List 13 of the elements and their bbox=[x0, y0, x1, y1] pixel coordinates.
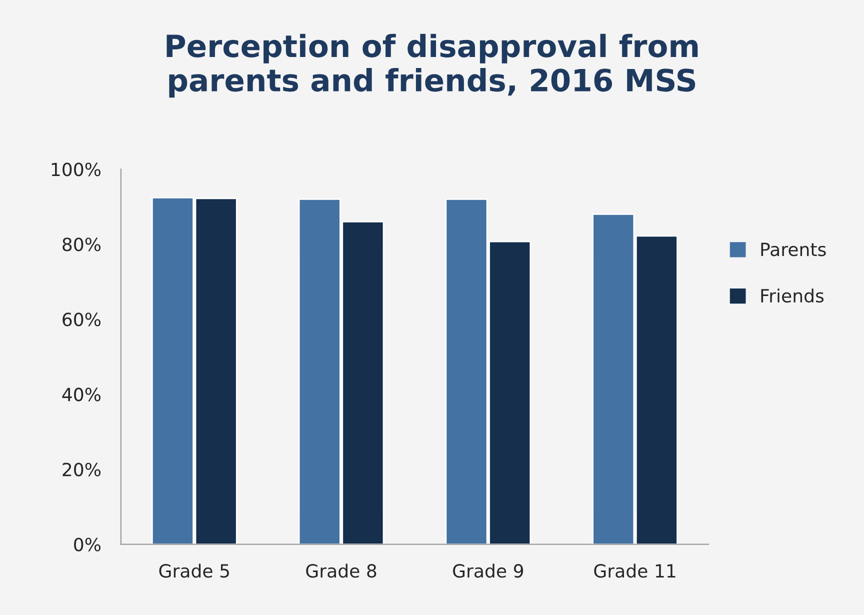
y-tick-label: 100% bbox=[52, 162, 101, 176]
y-tick-label: 0% bbox=[74, 538, 101, 552]
x-tick-label: Grade 8 bbox=[306, 564, 376, 578]
x-tick-label: Grade 5 bbox=[159, 564, 229, 578]
x-tick-label: Grade 9 bbox=[453, 564, 524, 578]
y-tick-label: 20% bbox=[62, 462, 101, 476]
x-tick-label: Grade 11 bbox=[594, 564, 676, 578]
legend-label: Friends bbox=[761, 288, 824, 303]
y-tick-label: 60% bbox=[62, 312, 101, 326]
chart-title: Perception of disapproval from parents and friends, 2016 MSS bbox=[166, 34, 698, 98]
legend-label: Parents bbox=[761, 242, 826, 256]
y-tick-label: 40% bbox=[62, 388, 101, 402]
y-tick-label: 80% bbox=[62, 238, 101, 252]
